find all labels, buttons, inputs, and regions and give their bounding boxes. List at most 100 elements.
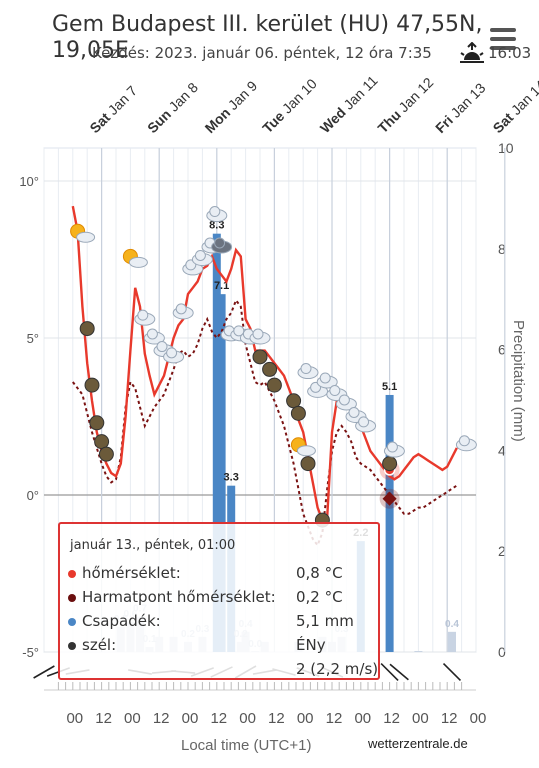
day-label: Fri Jan 13 [432,80,489,137]
start-time-label: Kezdés: 2023. január 06. péntek, 12 óra … [92,44,432,62]
day-date: Jan 14 [508,77,539,118]
cloud-icon [156,341,168,353]
precipitation-bar [385,394,394,652]
x-tick-label: 00 [182,710,199,727]
sunrise-icon [460,42,484,63]
wind-barb-icon [33,665,55,679]
y-left-tick-label: 0° [27,488,39,503]
x-tick-label: 12 [383,710,400,727]
cloud-icon [233,325,245,337]
precipitation-label: 5.1 [382,381,397,393]
page-title: Gem Budapest III. kerület (HU) 47,55N, 1… [52,12,483,63]
x-axis-label: Local time (UTC+1) [181,737,312,754]
day-label: Thu Jan 12 [374,74,436,136]
cloud-icon [319,372,331,384]
tooltip-row-precip: Csapadék: [68,612,161,630]
moon-icon [84,377,100,393]
day-date: Jan 8 [165,79,201,115]
tooltip-value: ÉNy [296,636,326,654]
day-label: Sun Jan 8 [144,79,201,136]
y-right-tick-label: 8 [498,241,506,257]
x-tick-label: 00 [470,710,487,727]
wind-barb-icon [389,663,409,681]
tooltip-row-temp: hőmérséklet: [68,564,181,582]
moon-icon [89,415,105,431]
day-date: Jan 11 [340,72,380,112]
cloud-icon [296,445,316,457]
cloud-icon [386,441,398,453]
tooltip-label: hőmérséklet: [82,564,181,582]
credit-text[interactable]: wetterzentrale.de [368,736,468,751]
x-tick-label: 12 [441,710,458,727]
svg-text:Precipitation (mm): Precipitation (mm) [510,320,527,442]
moon-icon [94,434,110,450]
cloud-icon [128,256,148,268]
x-tick-label: 12 [326,710,343,727]
tooltip-wind-speed: 2 (2,2 m/s) [296,660,379,678]
cloud-icon [76,231,96,243]
moon-icon [79,321,95,337]
dewpoint-dot-icon [68,593,76,602]
tooltip-row-wind: szél: [68,636,116,654]
precipitation-label: 3.3 [224,472,239,484]
tooltip-row-dewpoint: Harmatpont hőmérséklet: [68,588,276,606]
x-tick-label: 00 [239,710,256,727]
y-right-tick-label: 0 [498,644,506,660]
precipitation-label: 8.3 [209,220,224,232]
dewpoint-marker [382,491,397,506]
x-tick-label: 00 [354,710,371,727]
x-tick-label: 00 [297,710,314,727]
x-tick-label: 12 [95,710,112,727]
day-date: Jan 13 [447,80,488,121]
precipitation-label: 0.4 [445,619,459,630]
precipitation-bar [414,651,423,652]
y-right-tick-label: 6 [498,342,506,358]
y-right-tick-label: 4 [498,442,506,458]
day-label: Tue Jan 10 [259,75,320,136]
tooltip-label: Harmatpont hőmérséklet: [82,588,276,606]
cloud-icon [300,363,312,375]
wind-barb-icon [442,662,462,682]
y-left-tick-label: 10° [19,174,39,189]
cloud-icon [146,328,158,340]
tooltip-label: Csapadék: [82,612,161,630]
moon-icon [382,456,398,472]
y-left-tick-label: -5° [22,645,39,660]
cloud-icon [348,407,360,418]
x-tick-label: 00 [66,710,83,727]
y-left-tick-label: 5° [27,331,39,346]
cloud-icon [329,385,341,397]
precipitation-label: 7.1 [214,280,229,292]
day-label: Wed Jan 11 [317,72,381,136]
cloud-icon [358,416,370,428]
cloud-icon [137,309,149,321]
day-date: Jan 12 [395,74,436,115]
wind-dot-icon [68,641,76,650]
hamburger-menu-icon[interactable] [490,28,516,50]
day-label: Sat Jan 14 [490,77,539,136]
cloud-icon [252,328,264,340]
tooltip-value: 0,8 °C [296,564,343,582]
moon-icon [98,446,114,462]
precipitation-bar [212,233,221,652]
day-date: Jan 10 [279,75,320,116]
moon-icon [300,456,316,472]
tooltip-label: szél: [82,636,117,654]
x-tick-label: 12 [210,710,227,727]
temp-dot-icon [68,569,76,578]
tooltip-value: 5,1 mm [296,612,354,630]
cloud-icon [214,237,226,249]
cloud-icon [166,347,178,359]
day-date: Jan 7 [105,82,141,118]
y-right-tick-label: 2 [498,543,506,559]
day-date: Jan 9 [225,77,261,113]
precip-dot-icon [68,617,76,626]
wind-barb-icon [380,662,399,682]
cloud-icon [209,206,221,218]
moon-icon [262,361,278,377]
tooltip: január 13., péntek, 01:00 hőmérséklet: 0… [58,522,380,680]
temperature-line [71,205,458,522]
y-axis-right-label: Precipitation (mm) [510,320,527,442]
cloud-icon [458,435,470,447]
